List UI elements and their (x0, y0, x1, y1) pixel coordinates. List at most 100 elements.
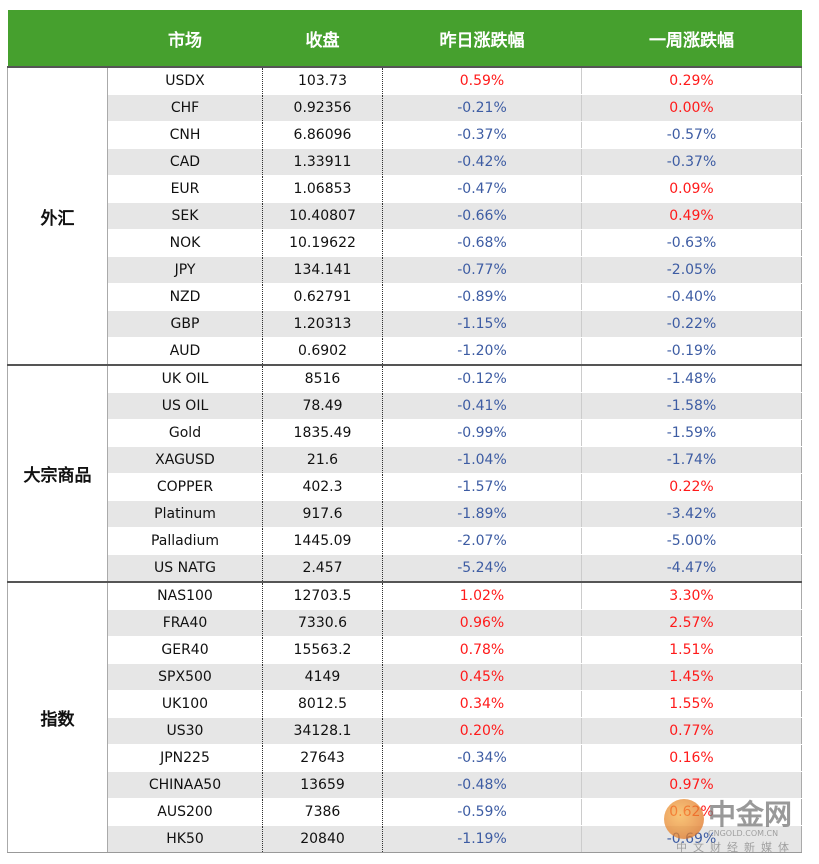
market-name: AUD (107, 337, 263, 366)
daily-change: -0.48% (382, 771, 582, 799)
daily-change: -0.37% (382, 121, 582, 149)
market-name: Palladium (107, 527, 263, 555)
close-value: 7330.6 (262, 609, 383, 637)
table-row: Palladium 1445.09 -2.07% -5.00% (8, 527, 802, 555)
daily-change: -0.99% (382, 419, 582, 447)
weekly-change: 0.29% (581, 66, 802, 95)
close-value: 78.49 (262, 392, 383, 420)
close-value: 21.6 (262, 446, 383, 474)
close-value: 0.92356 (262, 94, 383, 122)
weekly-change: -4.47% (581, 554, 802, 583)
close-value: 2.457 (262, 554, 383, 583)
weekly-change: -3.42% (581, 500, 802, 528)
weekly-change: 1.45% (581, 663, 802, 691)
daily-change: 0.45% (382, 663, 582, 691)
daily-change: -0.41% (382, 392, 582, 420)
header-cell: 昨日涨跌幅 (382, 10, 582, 67)
close-value: 10.19622 (262, 229, 383, 257)
close-value: 1.06853 (262, 175, 383, 203)
daily-change: -0.66% (382, 202, 582, 230)
table-row: 指数 NAS100 12703.5 1.02% 3.30% (7, 581, 802, 853)
weekly-change: 0.16% (581, 744, 802, 772)
watermark-brand: 中金网 (708, 798, 793, 831)
close-value: 8516 (262, 364, 383, 393)
market-name: UK100 (107, 690, 263, 718)
watermark-slogan: 中文财经新媒体 (676, 841, 795, 854)
weekly-change: 2.57% (581, 609, 802, 637)
close-value: 7386 (262, 798, 383, 826)
weekly-change: 0.22% (581, 473, 802, 501)
table-row: US OIL 78.49 -0.41% -1.58% (8, 392, 802, 420)
group-label: 指数 (7, 581, 108, 853)
daily-change: 0.78% (382, 636, 582, 664)
table-body: 外汇 USDX 103.73 0.59% 0.29% CHF 0.92356 -0.21% 0.… (7, 66, 802, 853)
market-name: NOK (107, 229, 263, 257)
table-row: HK50 20840 -1.19% -0.69% (8, 825, 802, 853)
market-name: EUR (107, 175, 263, 203)
daily-change: -0.59% (382, 798, 582, 826)
table-row: COPPER 402.3 -1.57% 0.22% (8, 473, 802, 501)
market-name: JPY (107, 256, 263, 284)
daily-change: -0.89% (382, 283, 582, 311)
weekly-change: -0.19% (581, 337, 802, 366)
group-label: 大宗商品 (7, 364, 108, 583)
table-row: SEK 10.40807 -0.66% 0.49% (8, 202, 802, 230)
market-name: COPPER (107, 473, 263, 501)
market-name: USDX (107, 66, 263, 95)
header-cell: 市场 (107, 10, 263, 67)
weekly-change: -2.05% (581, 256, 802, 284)
weekly-change: -1.58% (581, 392, 802, 420)
close-value: 1.20313 (262, 310, 383, 338)
daily-change: -2.07% (382, 527, 582, 555)
close-value: 0.6902 (262, 337, 383, 366)
market-name: FRA40 (107, 609, 263, 637)
market-name: US NATG (107, 554, 263, 583)
weekly-change: -1.48% (581, 364, 802, 393)
market-name: CHF (107, 94, 263, 122)
market-name: JPN225 (107, 744, 263, 772)
daily-change: -0.77% (382, 256, 582, 284)
table-row: SPX500 4149 0.45% 1.45% (8, 663, 802, 691)
table-row: Platinum 917.6 -1.89% -3.42% (8, 500, 802, 528)
table-row: CHINAA50 13659 -0.48% 0.97% (8, 771, 802, 799)
table-row: JPN225 27643 -0.34% 0.16% (8, 744, 802, 772)
table-row: CAD 1.33911 -0.42% -0.37% (8, 148, 802, 176)
close-value: 1835.49 (262, 419, 383, 447)
close-value: 103.73 (262, 66, 383, 95)
market-name: CAD (107, 148, 263, 176)
close-value: 12703.5 (262, 581, 383, 610)
table-row: NZD 0.62791 -0.89% -0.40% (8, 283, 802, 311)
close-value: 27643 (262, 744, 383, 772)
close-value: 34128.1 (262, 717, 383, 745)
weekly-change: 0.77% (581, 717, 802, 745)
close-value: 402.3 (262, 473, 383, 501)
daily-change: -1.57% (382, 473, 582, 501)
table-row: EUR 1.06853 -0.47% 0.09% (8, 175, 802, 203)
close-value: 10.40807 (262, 202, 383, 230)
market-name: UK OIL (107, 364, 263, 393)
weekly-change: -0.22% (581, 310, 802, 338)
table-row: US NATG 2.457 -5.24% -4.47% (8, 554, 802, 583)
market-name: XAGUSD (107, 446, 263, 474)
header-cell (7, 10, 108, 67)
weekly-change: 3.30% (581, 581, 802, 610)
close-value: 15563.2 (262, 636, 383, 664)
weekly-change: -0.57% (581, 121, 802, 149)
market-name: Gold (107, 419, 263, 447)
close-value: 20840 (262, 825, 383, 853)
table-row: CHF 0.92356 -0.21% 0.00% (8, 94, 802, 122)
market-name: GBP (107, 310, 263, 338)
table-row: GER40 15563.2 0.78% 1.51% (8, 636, 802, 664)
daily-change: -1.89% (382, 500, 582, 528)
close-value: 1.33911 (262, 148, 383, 176)
daily-change: -1.19% (382, 825, 582, 853)
weekly-change: 0.49% (581, 202, 802, 230)
table-row: Gold 1835.49 -0.99% -1.59% (8, 419, 802, 447)
weekly-change: -0.63% (581, 229, 802, 257)
daily-change: -0.12% (382, 364, 582, 393)
market-table: 市场 收盘 昨日涨跌幅 一周涨跌幅 外汇 USDX 103.73 0.59% 0.29%… (7, 10, 802, 853)
daily-change: 1.02% (382, 581, 582, 610)
daily-change: -1.15% (382, 310, 582, 338)
market-name: SEK (107, 202, 263, 230)
daily-change: -0.68% (382, 229, 582, 257)
